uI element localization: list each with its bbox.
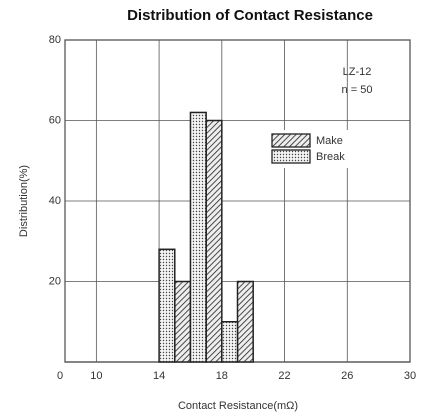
legend-label: Make (316, 135, 343, 147)
bar (221, 321, 239, 363)
x-tick-label: 22 (278, 370, 290, 382)
x-tick-label: 18 (216, 370, 228, 382)
bar (158, 248, 176, 363)
y-tick-label: 60 (49, 114, 61, 126)
legend-swatch (271, 133, 311, 148)
x-tick-label: 30 (404, 370, 416, 382)
y-tick-label: 40 (49, 195, 61, 207)
x-tick-label: 26 (341, 370, 353, 382)
x-axis-label: Contact Resistance(mΩ) (178, 400, 298, 412)
legend-label: Break (316, 151, 345, 163)
legend-swatch (271, 149, 311, 164)
annotation: n = 50 (342, 84, 373, 96)
x-tick-label: 10 (90, 370, 102, 382)
bar (174, 280, 192, 363)
y-tick-label: 80 (49, 34, 61, 46)
chart-title: Distribution of Contact Resistance (127, 7, 373, 24)
bar (189, 111, 207, 363)
bar (205, 119, 223, 363)
bar (236, 280, 254, 363)
annotation: LZ-12 (343, 66, 372, 78)
x-tick-label: 14 (153, 370, 165, 382)
x-tick-label: 0 (57, 370, 63, 382)
y-tick-label: 20 (49, 275, 61, 287)
y-axis-label: Distribution(%) (18, 165, 30, 237)
